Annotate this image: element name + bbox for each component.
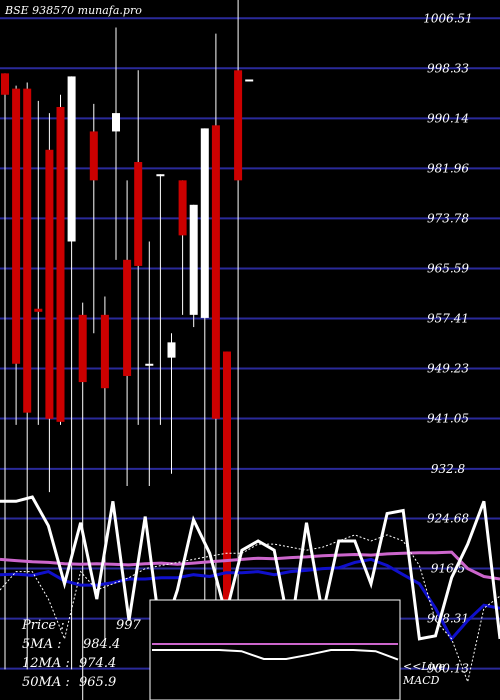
price-value: 997 bbox=[116, 618, 142, 633]
candle-up bbox=[189, 204, 198, 315]
macd-lines bbox=[152, 643, 399, 661]
y-tick-label: 941.05 bbox=[427, 411, 469, 425]
y-tick-label: 900.13 bbox=[427, 662, 469, 676]
y-tick-label: 998.33 bbox=[427, 61, 469, 75]
candle-down bbox=[1, 73, 9, 95]
candle-up bbox=[245, 79, 254, 82]
ma12-label: 12MA : bbox=[22, 656, 70, 671]
chart-title: BSE 938570 munafa.pro bbox=[4, 4, 142, 17]
y-tick-label: 924.68 bbox=[427, 512, 469, 526]
ma50-label: 50MA : bbox=[22, 675, 70, 690]
y-tick-label: 916.5 bbox=[431, 562, 465, 576]
macd-label-live: <<Live bbox=[403, 660, 445, 673]
candlesticks bbox=[1, 0, 254, 700]
candle-up bbox=[67, 76, 76, 242]
candle-down bbox=[134, 162, 143, 266]
candle-up bbox=[167, 342, 176, 358]
candle-down bbox=[100, 314, 109, 389]
macd-label: <<Live MACD bbox=[402, 660, 445, 687]
y-tick-label: 981.96 bbox=[427, 161, 469, 175]
y-tick-label: 932.8 bbox=[431, 462, 466, 476]
candle-down bbox=[234, 70, 243, 181]
macd-panel bbox=[149, 599, 401, 700]
y-tick-label: 973.78 bbox=[427, 211, 469, 225]
candle-down bbox=[178, 180, 187, 236]
moving-average-lines bbox=[0, 495, 500, 684]
candle-down bbox=[223, 351, 231, 609]
candle-up bbox=[156, 174, 165, 177]
y-tick-label: 949.23 bbox=[427, 361, 469, 375]
candle-down bbox=[45, 149, 54, 419]
ma-line-pink bbox=[0, 550, 500, 581]
y-tick-label: 990.14 bbox=[427, 111, 469, 125]
candle-up bbox=[145, 363, 154, 366]
ma5-label: 5MA : bbox=[22, 637, 61, 652]
y-tick-label: 908.31 bbox=[427, 612, 469, 626]
ma12-value: 974.4 bbox=[79, 656, 116, 671]
price-label: Price : bbox=[21, 618, 65, 633]
candle-down bbox=[78, 314, 87, 383]
macd-line bbox=[152, 649, 399, 661]
stats-block: Price : 997 5MA : 984.4 12MA : 974.4 50M… bbox=[21, 618, 142, 690]
candle-down bbox=[56, 106, 65, 422]
y-tick-label: 965.59 bbox=[427, 261, 469, 275]
y-tick-label: 1006.51 bbox=[423, 11, 473, 25]
candle-down bbox=[211, 125, 220, 419]
candle-down bbox=[89, 131, 98, 181]
ma-line-blue bbox=[0, 557, 500, 642]
candle-down bbox=[34, 308, 43, 312]
ma-line-white bbox=[0, 495, 500, 641]
candle-down bbox=[12, 88, 21, 364]
candle-down bbox=[23, 88, 32, 413]
ma5-value: 984.4 bbox=[83, 637, 120, 652]
macd-label-macd: MACD bbox=[402, 674, 440, 687]
candle-down bbox=[123, 259, 132, 376]
y-axis-tick-labels: 1006.51 998.33 990.14 981.96 973.78 965.59 957… bbox=[423, 11, 473, 675]
y-tick-label: 957.41 bbox=[427, 311, 469, 325]
ma50-value: 965.9 bbox=[79, 675, 116, 690]
ma-line-dotted bbox=[0, 534, 500, 684]
candle-up bbox=[200, 128, 209, 318]
candle-up bbox=[112, 113, 120, 132]
